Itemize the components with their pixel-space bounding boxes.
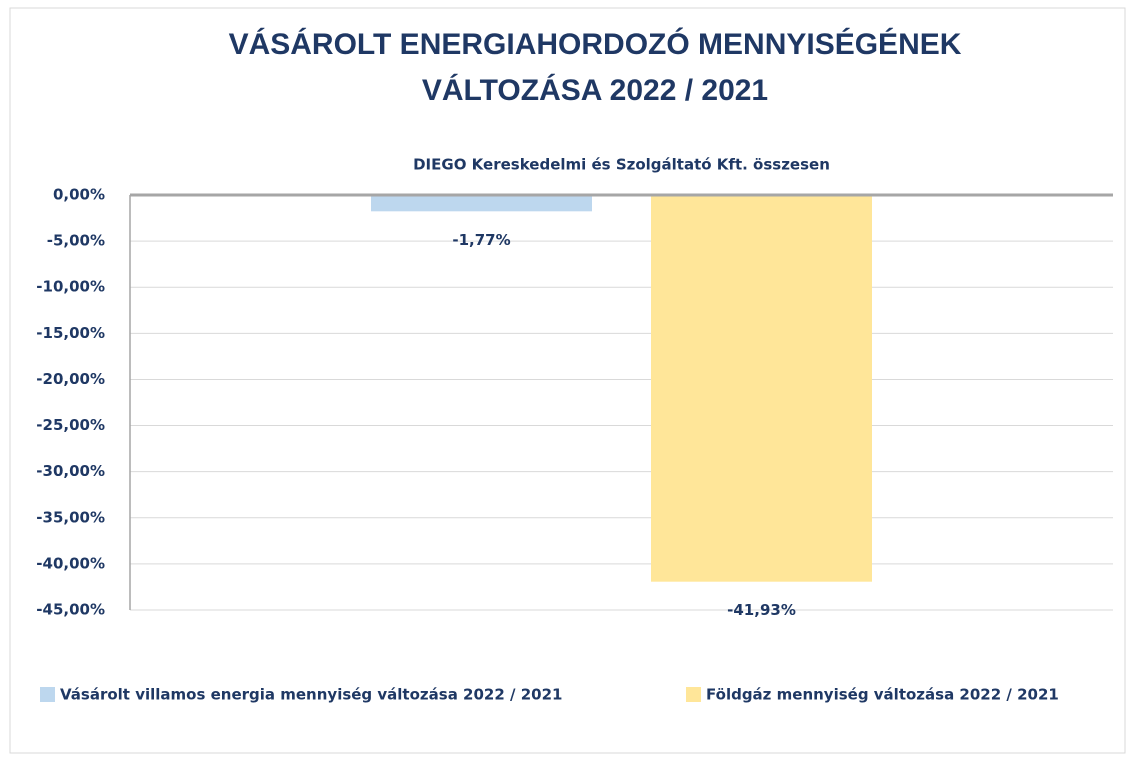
chart-title: VÁLTOZÁSA 2022 / 2021 [422, 73, 768, 107]
y-tick-label: -35,00% [36, 508, 105, 526]
legend-swatch [686, 687, 701, 702]
y-tick-label: -10,00% [36, 278, 105, 296]
chart-frame [9, 7, 1126, 754]
chart-title: VÁSÁROLT ENERGIAHORDOZÓ MENNYISÉGÉNEK [229, 27, 962, 61]
y-tick-label: -15,00% [36, 324, 105, 342]
legend-swatch [40, 687, 55, 702]
bar [651, 195, 872, 582]
bar [371, 195, 592, 212]
y-tick-label: 0,00% [53, 186, 105, 204]
legend-label: Vásárolt villamos energia mennyiség vált… [60, 686, 562, 704]
y-tick-label: -5,00% [47, 232, 105, 250]
y-tick-label: -25,00% [36, 416, 105, 434]
y-tick-label: -20,00% [36, 370, 105, 388]
legend-label: Földgáz mennyiség változása 2022 / 2021 [706, 686, 1059, 704]
y-tick-label: -40,00% [36, 554, 105, 572]
data-label: -41,93% [727, 601, 796, 619]
data-label: -1,77% [452, 231, 510, 249]
y-tick-label: -30,00% [36, 462, 105, 480]
y-tick-label: -45,00% [36, 601, 105, 619]
x-tick-label: DIEGO Kereskedelmi és Szolgáltató Kft. ö… [413, 156, 830, 174]
